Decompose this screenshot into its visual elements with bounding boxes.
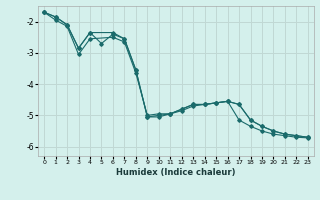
X-axis label: Humidex (Indice chaleur): Humidex (Indice chaleur) — [116, 168, 236, 177]
